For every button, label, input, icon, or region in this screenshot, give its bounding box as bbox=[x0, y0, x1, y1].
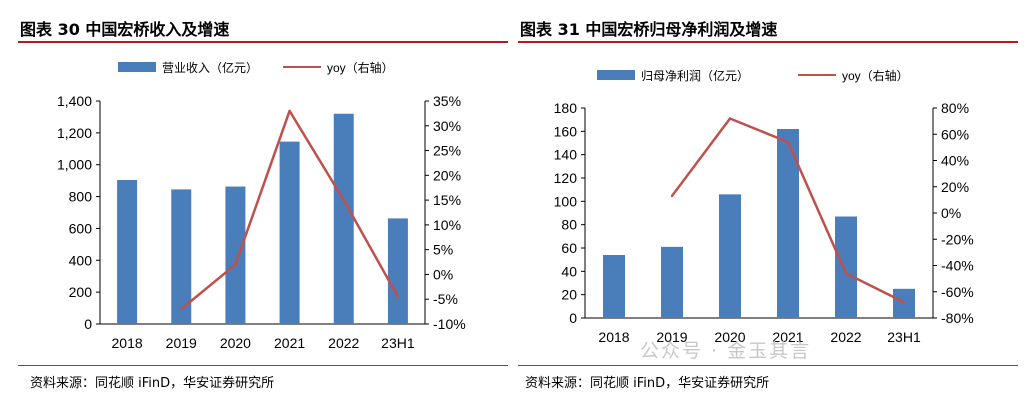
legend-bar-swatch bbox=[597, 70, 635, 80]
left-axis-tick-label: 160 bbox=[554, 123, 578, 139]
bar bbox=[279, 141, 300, 324]
x-axis-tick-label: 23H1 bbox=[381, 335, 415, 351]
x-axis-tick-label: 23H1 bbox=[887, 329, 921, 345]
left-axis-tick-label: 400 bbox=[69, 252, 93, 268]
left-title-rule bbox=[18, 41, 508, 43]
bar bbox=[171, 189, 192, 324]
right-axis-tick-label: -10% bbox=[433, 316, 466, 332]
right-axis-tick-label: 35% bbox=[433, 93, 461, 109]
bar bbox=[835, 216, 857, 318]
right-source-note: 资料来源：同花顺 iFinD，华安证券研究所 bbox=[525, 376, 770, 391]
yoy-point bbox=[342, 198, 345, 202]
legend-bar-label: 营业收入（亿元） bbox=[162, 60, 258, 75]
legend-line-label: yoy（右轴） bbox=[327, 60, 394, 75]
x-axis-tick-label: 2022 bbox=[830, 329, 861, 345]
right-axis-tick-label: 80% bbox=[941, 100, 969, 116]
right-title-rule bbox=[518, 41, 1018, 43]
left-axis-tick-label: 0 bbox=[569, 310, 577, 326]
yoy-point bbox=[288, 109, 291, 113]
right-axis-tick-label: 10% bbox=[433, 217, 461, 233]
yoy-point bbox=[234, 263, 237, 266]
right-axis-tick-label: -60% bbox=[941, 284, 974, 300]
x-axis-tick-label: 2018 bbox=[112, 335, 143, 351]
right-axis-tick-label: 5% bbox=[433, 242, 453, 258]
left-chart-title: 图表 30 中国宏桥收入及增速 bbox=[20, 20, 230, 39]
yoy-point bbox=[786, 140, 790, 144]
bar bbox=[333, 113, 354, 324]
x-axis-tick-label: 2020 bbox=[220, 335, 251, 351]
right-axis-tick-label: 60% bbox=[941, 126, 969, 142]
right-axis-tick-label: -40% bbox=[941, 258, 974, 274]
bar bbox=[661, 246, 683, 318]
bar bbox=[719, 194, 741, 318]
x-axis-tick-label: 2020 bbox=[714, 329, 745, 345]
legend-bar-label: 归母净利润（亿元） bbox=[641, 68, 749, 83]
bar bbox=[117, 180, 138, 324]
right-chart: 归母净利润（亿元） yoy（右轴） 0 20 40 60 80 100 120 140 160 180… bbox=[554, 68, 974, 345]
x-axis-tick-label: 2019 bbox=[656, 329, 687, 345]
left-axis-tick-label: 80 bbox=[561, 217, 577, 233]
left-axis-tick-label: 20 bbox=[561, 287, 577, 303]
left-chart: 营业收入（亿元） yoy（右轴） 0 200 400 600 800 1,000 1,200 1,… bbox=[57, 60, 466, 351]
yoy-point bbox=[396, 295, 400, 298]
left-axis-tick-label: 800 bbox=[69, 189, 93, 205]
bar bbox=[225, 186, 246, 324]
right-axis-tick-label: -80% bbox=[941, 310, 974, 326]
left-axis-tick-label: 40 bbox=[561, 263, 577, 279]
yoy-point bbox=[902, 301, 906, 304]
left-axis-tick-label: 1,000 bbox=[57, 157, 92, 173]
bar bbox=[603, 255, 625, 318]
left-axis-tick-label: 1,400 bbox=[57, 93, 92, 109]
right-source-rule bbox=[518, 365, 1018, 366]
left-axis-tick-label: 180 bbox=[554, 100, 578, 116]
legend-line-label: yoy（右轴） bbox=[842, 68, 909, 83]
right-axis-tick-label: 15% bbox=[433, 192, 461, 208]
yoy-point bbox=[670, 194, 674, 198]
yoy-point bbox=[180, 307, 183, 311]
bar bbox=[777, 129, 799, 318]
left-axis-tick-label: 120 bbox=[554, 170, 578, 186]
x-axis-tick-label: 2022 bbox=[328, 335, 359, 351]
left-source-note: 资料来源：同花顺 iFinD，华安证券研究所 bbox=[30, 376, 275, 391]
right-axis-tick-label: 20% bbox=[433, 167, 461, 183]
left-axis-tick-label: 0 bbox=[84, 316, 92, 332]
yoy-point bbox=[844, 272, 848, 275]
bar bbox=[387, 218, 408, 324]
x-axis-tick-label: 2021 bbox=[772, 329, 803, 345]
left-axis-tick-label: 200 bbox=[69, 284, 93, 300]
left-axis-tick-label: 140 bbox=[554, 147, 578, 163]
x-axis-tick-label: 2021 bbox=[274, 335, 305, 351]
right-axis-tick-label: -20% bbox=[941, 231, 974, 247]
right-axis-tick-label: -5% bbox=[433, 291, 458, 307]
left-source-rule bbox=[18, 365, 508, 366]
left-axis-tick-label: 60 bbox=[561, 240, 577, 256]
yoy-point bbox=[728, 117, 732, 120]
right-chart-title: 图表 31 中国宏桥归母净利润及增速 bbox=[520, 20, 778, 39]
right-axis-tick-label: 40% bbox=[941, 153, 969, 169]
right-axis-tick-label: 0% bbox=[433, 266, 453, 282]
right-axis-tick-label: 0% bbox=[941, 205, 961, 221]
left-axis-tick-label: 1,200 bbox=[57, 125, 92, 141]
left-axis-tick-label: 100 bbox=[554, 193, 578, 209]
right-axis-tick-label: 20% bbox=[941, 179, 969, 195]
x-axis-tick-label: 2019 bbox=[166, 335, 197, 351]
x-axis-tick-label: 2018 bbox=[598, 329, 629, 345]
legend-bar-swatch bbox=[118, 62, 156, 72]
right-axis-tick-label: 25% bbox=[433, 143, 461, 159]
left-axis-tick-label: 600 bbox=[69, 220, 93, 236]
right-axis-tick-label: 30% bbox=[433, 118, 461, 134]
watermark: 公众号 · 金玉其言 bbox=[640, 340, 812, 362]
